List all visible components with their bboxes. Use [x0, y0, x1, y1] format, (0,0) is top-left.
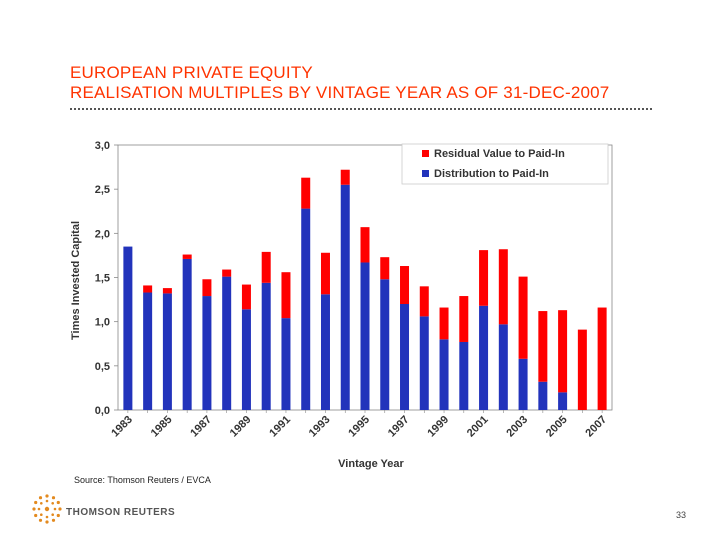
x-tick-label: 1983 [109, 414, 135, 440]
bar-distribution-1988 [222, 276, 232, 410]
y-tick-label: 2,0 [95, 228, 110, 240]
bar-residual-2003 [518, 276, 528, 359]
bar-residual-2000 [459, 296, 469, 342]
x-tick-label: 2005 [544, 414, 570, 440]
x-tick-label: 1999 [425, 414, 451, 440]
bar-residual-1989 [241, 284, 251, 310]
bar-distribution-2005 [558, 392, 568, 410]
y-tick-label: 0,0 [95, 405, 110, 417]
slide-title-line-2: REALISATION MULTIPLES BY VINTAGE YEAR AS… [70, 83, 610, 102]
bar-residual-1999 [439, 307, 449, 340]
bar-distribution-2002 [498, 324, 508, 410]
x-tick-label: 1991 [267, 414, 293, 440]
x-tick-label: 1997 [386, 414, 412, 440]
bar-distribution-2000 [459, 341, 469, 410]
y-tick-label: 1,5 [95, 273, 110, 285]
legend-box [401, 143, 609, 185]
legend-swatch [422, 150, 429, 157]
bar-residual-1991 [281, 272, 291, 319]
bar-distribution-1991 [281, 318, 291, 410]
slide-title: EUROPEAN PRIVATE EQUITY REALISATION MULT… [70, 63, 609, 103]
bar-residual-1988 [222, 269, 232, 277]
x-tick-label: 1985 [149, 414, 175, 440]
x-tick-label: 1993 [307, 414, 333, 440]
thomson-reuters-logo-icon [32, 494, 62, 524]
bar-distribution-1989 [241, 309, 251, 410]
bar-residual-1985 [162, 288, 172, 294]
bar-residual-1998 [419, 286, 429, 317]
x-axis-label: Vintage Year [338, 458, 404, 470]
y-tick-label: 0,5 [95, 361, 110, 373]
bar-distribution-1999 [439, 339, 449, 410]
bar-distribution-1986 [182, 258, 192, 410]
bar-distribution-1998 [419, 316, 429, 410]
bar-residual-1996 [380, 257, 390, 280]
bar-distribution-1987 [202, 296, 212, 410]
bar-residual-1995 [360, 227, 370, 263]
source-note: Source: Thomson Reuters / EVCA [74, 475, 211, 485]
bar-distribution-2003 [518, 358, 528, 410]
legend-swatch [422, 170, 429, 177]
bar-residual-1986 [182, 254, 192, 259]
bar-residual-1993 [320, 252, 330, 295]
x-tick-label: 1989 [228, 414, 254, 440]
bar-distribution-1990 [261, 282, 271, 410]
y-tick-label: 3,0 [95, 140, 110, 152]
bar-residual-2005 [558, 310, 568, 393]
bar-distribution-2004 [538, 381, 548, 410]
bar-residual-2006 [577, 329, 587, 410]
bar-residual-2007 [597, 307, 607, 410]
page-number: 33 [676, 510, 687, 520]
bar-distribution-1997 [400, 304, 410, 410]
bar-distribution-1996 [380, 279, 390, 410]
bar-residual-1990 [261, 251, 271, 283]
legend-label: Distribution to Paid-In [434, 168, 549, 180]
x-tick-label: 2001 [465, 414, 491, 440]
bar-residual-1994 [340, 169, 350, 185]
bar-residual-2002 [498, 249, 508, 325]
bar-distribution-1992 [301, 208, 311, 410]
bar-distribution-1984 [143, 292, 153, 410]
brand-name: THOMSON REUTERS [66, 507, 176, 518]
bar-residual-1997 [400, 266, 410, 304]
bar-distribution-1983 [123, 246, 133, 410]
bar-distribution-1985 [162, 293, 172, 410]
y-tick-label: 2,5 [95, 184, 110, 196]
x-tick-label: 1995 [346, 414, 372, 440]
y-tick-label: 1,0 [95, 317, 110, 329]
x-tick-label: 2007 [583, 414, 609, 440]
bar-residual-2001 [479, 250, 489, 306]
bar-distribution-1993 [320, 294, 330, 410]
bar-residual-1992 [301, 177, 311, 209]
bar-distribution-2001 [479, 305, 489, 410]
y-axis-label: Times Invested Capital [70, 221, 82, 340]
bar-residual-1984 [143, 285, 153, 293]
legend-label: Residual Value to Paid-In [434, 148, 565, 160]
x-tick-label: 1987 [188, 414, 214, 440]
bar-residual-2004 [538, 311, 548, 382]
x-tick-label: 2003 [504, 414, 530, 440]
bar-residual-1987 [202, 279, 212, 297]
slide-title-line-1: EUROPEAN PRIVATE EQUITY [70, 63, 313, 82]
bar-distribution-1994 [340, 184, 350, 410]
title-dotted-rule [70, 108, 652, 110]
bar-distribution-1995 [360, 262, 370, 410]
